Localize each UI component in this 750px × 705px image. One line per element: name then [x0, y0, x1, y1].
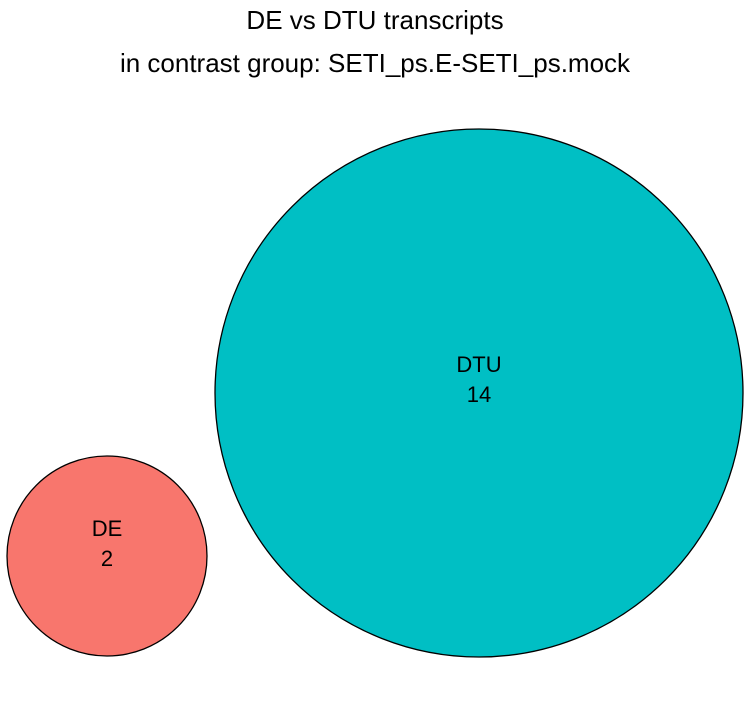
de-set-label: DE: [92, 516, 123, 541]
dtu-set-circle: [214, 128, 744, 658]
title-line-2: in contrast group: SETI_ps.E-SETI_ps.moc…: [119, 48, 631, 78]
dtu-set-count: 14: [467, 382, 491, 407]
de-set-circle: [6, 455, 208, 657]
dtu-set-label: DTU: [456, 352, 501, 377]
de-set-count: 2: [101, 546, 113, 571]
title-line-1: DE vs DTU transcripts: [246, 5, 504, 35]
